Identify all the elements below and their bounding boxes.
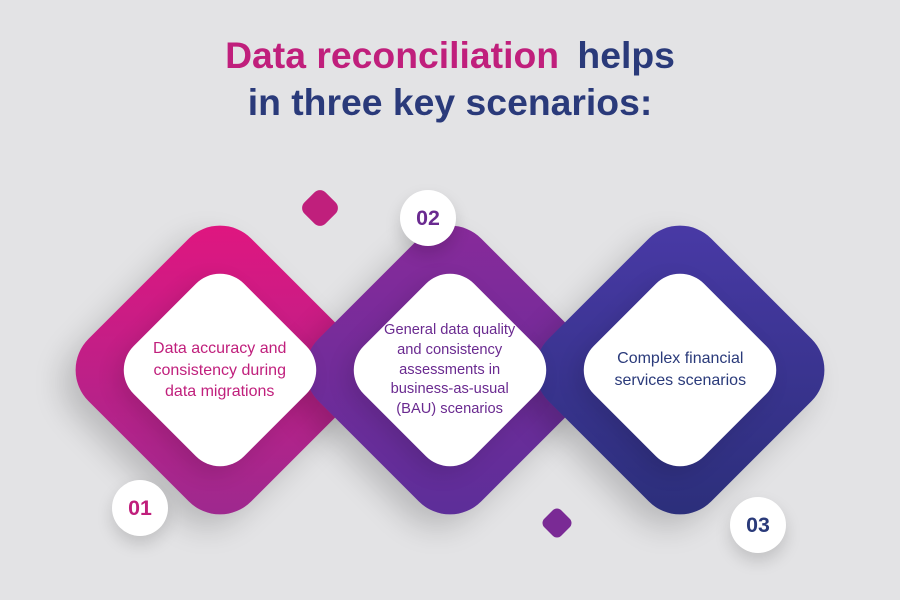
scenario-text-01: Data accuracy and consistency during dat… [145,332,295,409]
scenario-text-02: General data quality and consistency ass… [372,315,528,426]
number-badge-03: 03 [730,497,786,553]
diagram-stage: Data accuracy and consistency during dat… [0,0,900,600]
badge-label-02: 02 [416,206,440,231]
scenario-text-03: Complex financial services scenarios [605,342,755,397]
badge-label-03: 03 [746,513,770,538]
number-badge-01: 01 [112,480,168,536]
badge-label-01: 01 [128,496,152,521]
number-badge-02: 02 [400,190,456,246]
accent-square-1 [299,187,341,229]
accent-square-2 [540,506,574,540]
